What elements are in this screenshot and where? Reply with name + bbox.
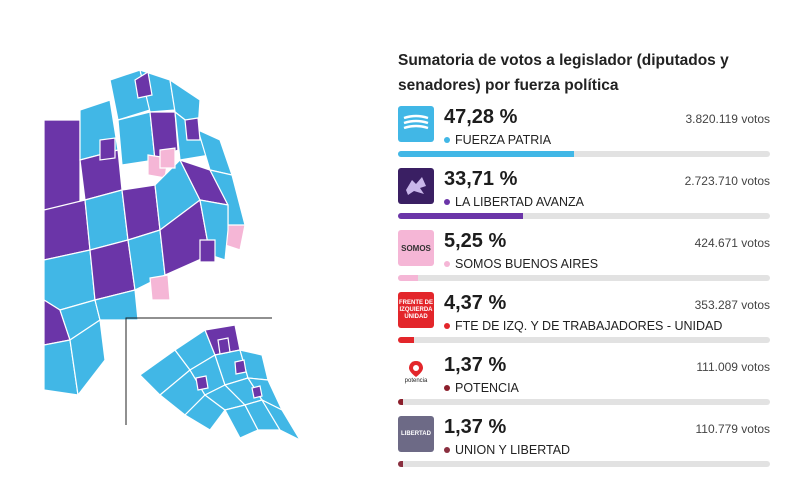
somos-logo-icon: SOMOS <box>398 230 434 266</box>
party-row-fit: FRENTE DE IZQUIERDA UNIDAD 4,37 % 353.287 … <box>398 292 770 354</box>
party-name-label: FUERZA PATRIA <box>455 133 552 147</box>
amba-district-13 <box>260 398 302 442</box>
legend-dot <box>444 261 450 267</box>
vote-percentage: 4,37 % <box>444 292 507 314</box>
vote-count: 111.009 votos <box>696 360 770 374</box>
logo-text: SOMOS <box>401 243 431 253</box>
party-row-union-libertad: LIBERTAD 1,37 % 110.779 votos UNION Y LIBER… <box>398 416 770 478</box>
party-name: POTENCIA <box>444 381 519 395</box>
district-33 <box>199 239 216 263</box>
district-26 <box>94 289 139 321</box>
amba-district-15 <box>234 359 247 375</box>
legend-dot <box>444 447 450 453</box>
party-list: 47,28 % 3.820.119 votos FUERZA PATRIA 33,71… <box>398 106 770 478</box>
party-name: LA LIBERTAD AVANZA <box>444 195 584 209</box>
party-name-label: SOMOS BUENOS AIRES <box>455 257 599 271</box>
vote-share-fill <box>398 461 404 467</box>
vote-count: 353.287 votos <box>694 298 770 312</box>
party-row-fuerza-patria: 47,28 % 3.820.119 votos FUERZA PATRIA <box>398 106 770 168</box>
party-name: FTE DE IZQ. Y DE TRABAJADORES - UNIDAD <box>444 319 722 333</box>
vote-count: 110.779 votos <box>695 422 770 436</box>
party-row-somos: SOMOS 5,25 % 424.671 votos SOMOS BUENOS AIR… <box>398 230 770 292</box>
vote-count: 3.820.119 votos <box>685 112 770 126</box>
vote-share-bar <box>398 275 770 281</box>
vote-percentage: 1,37 % <box>444 354 507 376</box>
vote-share-bar <box>398 337 770 343</box>
amba-district-14 <box>217 337 231 355</box>
district-32 <box>99 137 116 161</box>
province-map <box>43 69 246 397</box>
vote-share-bar <box>398 151 770 157</box>
vote-share-fill <box>398 337 415 343</box>
vote-percentage: 5,25 % <box>444 230 507 252</box>
vote-share-bar <box>398 461 770 467</box>
vote-percentage: 33,71 % <box>444 168 518 190</box>
legend-dot <box>444 137 450 143</box>
vote-percentage: 47,28 % <box>444 106 518 128</box>
party-name-label: FTE DE IZQ. Y DE TRABAJADORES - UNIDAD <box>455 319 723 333</box>
inset-frame <box>125 317 272 425</box>
vote-count: 2.723.710 votos <box>684 174 770 188</box>
vote-share-fill <box>398 275 418 281</box>
results-panel: Sumatoria de votos a legislador (diputad… <box>398 48 770 478</box>
vote-share-bar <box>398 213 770 219</box>
legend-dot <box>444 323 450 329</box>
logo-text: FRENTE DE IZQUIERDA UNIDAD <box>398 299 433 320</box>
fit-logo-icon: FRENTE DE IZQUIERDA UNIDAD <box>398 292 434 328</box>
district-28 <box>69 318 106 397</box>
panel-title: Sumatoria de votos a legislador (diputad… <box>398 52 729 94</box>
lion-icon <box>398 168 434 204</box>
party-name-label: UNION Y LIBERTAD <box>455 443 571 457</box>
district-19 <box>89 239 136 301</box>
district-12 <box>84 189 129 251</box>
legend-dot <box>444 199 450 205</box>
flag-icon <box>398 106 434 142</box>
amba-district-17 <box>251 385 263 399</box>
district-23 <box>149 274 171 301</box>
amba-inset-map <box>139 324 302 442</box>
district-18 <box>43 249 96 311</box>
district-0 <box>43 119 81 211</box>
logo-text: LIBERTAD <box>401 430 431 437</box>
party-name: FUERZA PATRIA <box>444 133 551 147</box>
party-name-label: LA LIBERTAD AVANZA <box>455 195 584 209</box>
amba-district-16 <box>195 375 209 391</box>
district-30 <box>159 147 176 169</box>
union-libertad-logo-icon: LIBERTAD <box>398 416 434 452</box>
buenos-aires-election-map <box>43 69 302 442</box>
party-name: SOMOS BUENOS AIRES <box>444 257 598 271</box>
location-pin-icon: potencia <box>398 354 434 390</box>
vote-percentage: 1,37 % <box>444 416 507 438</box>
party-name: UNION Y LIBERTAD <box>444 443 570 457</box>
party-row-potencia: potencia 1,37 % 111.009 votos POTENCIA <box>398 354 770 416</box>
vote-share-fill <box>398 399 404 405</box>
district-29 <box>134 71 153 99</box>
vote-count: 424.671 votos <box>694 236 770 250</box>
party-row-la-libertad-avanza: 33,71 % 2.723.710 votos LA LIBERTAD AVANZA <box>398 168 770 230</box>
vote-share-bar <box>398 399 770 405</box>
vote-share-fill <box>398 151 574 157</box>
district-31 <box>184 117 201 141</box>
vote-share-fill <box>398 213 524 219</box>
potencia-logo-text: potencia <box>404 377 428 384</box>
party-name-label: POTENCIA <box>455 381 519 395</box>
legend-dot <box>444 385 450 391</box>
